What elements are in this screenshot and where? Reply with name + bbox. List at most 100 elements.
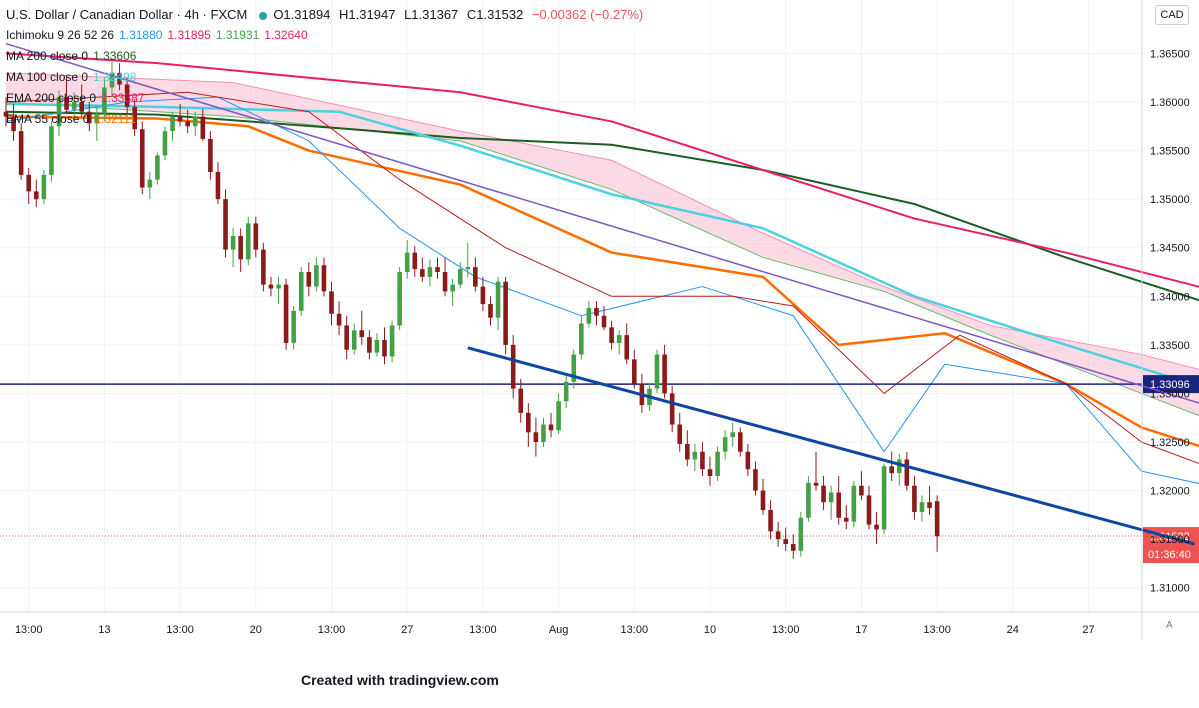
candle-body [495, 281, 501, 318]
candle-body [934, 501, 940, 537]
indicator-row[interactable]: MA 200 close 0 1.33606 [6, 46, 643, 67]
price-tick-label: 1.36500 [1150, 48, 1190, 60]
candle-body [321, 265, 327, 292]
candle-body [26, 174, 32, 192]
candle-body [488, 304, 493, 318]
candle-body [707, 469, 713, 476]
candle-body [435, 267, 440, 272]
indicator-value: 1.31895 [167, 28, 211, 42]
kijun-sen-line [5, 91, 1199, 465]
candle-body [609, 327, 614, 343]
price-tick-label: 1.33000 [1150, 388, 1190, 400]
candle-body [132, 106, 137, 130]
time-tick-label: 13 [98, 624, 110, 636]
candle-body [306, 272, 312, 287]
candle-body [874, 524, 879, 530]
ohlc-high: H1.31947 [339, 7, 396, 22]
price-chart[interactable]: 1.330961.3153201:36:40 1.365001.360001.3… [0, 0, 1199, 640]
candle-body [677, 424, 683, 444]
footer-credit: Created with tradingview.com [301, 672, 499, 688]
time-tick-label: 10 [704, 624, 716, 636]
candle-body [276, 284, 281, 289]
time-tick-label: 13:00 [15, 624, 43, 636]
candle-body [450, 284, 455, 292]
candle-body [185, 121, 190, 127]
candle-body [881, 466, 887, 530]
senkou-span-a [5, 72, 1199, 370]
candle-body [571, 354, 577, 382]
candle-body [473, 267, 478, 287]
candle-body [745, 451, 751, 470]
indicator-label: MA 200 close 0 [6, 49, 89, 63]
candle-body [86, 111, 92, 124]
price-tick-label: 1.34000 [1150, 291, 1190, 303]
candle-body [64, 97, 69, 110]
price-tick-label: 1.32000 [1150, 486, 1190, 498]
candle-body [230, 236, 236, 250]
candle-body [616, 335, 622, 343]
candle-body [760, 490, 766, 510]
price-tick-label: 1.35000 [1150, 194, 1190, 206]
candle-body [669, 393, 675, 425]
cloud-fill [6, 72, 1199, 416]
candle-body [109, 72, 115, 88]
tenkan-sen-line [5, 96, 1199, 484]
candle-body [601, 315, 607, 328]
candle-body [843, 517, 849, 522]
candle-body [215, 171, 221, 200]
candle-body [102, 87, 107, 114]
candle-body [859, 485, 864, 496]
indicator-value: 1.31880 [119, 28, 163, 42]
time-tick-label: 17 [855, 624, 867, 636]
indicator-row[interactable]: EMA 55 close 0 1.32111 [6, 109, 643, 130]
indicator-row[interactable]: EMA 200 close 0 1.33387 [6, 88, 643, 109]
candle-body [927, 502, 932, 509]
candle-body [919, 502, 925, 512]
candle-body [896, 459, 902, 474]
auto-scale-button[interactable]: A [1166, 620, 1173, 631]
candle-body [563, 381, 569, 402]
legend: U.S. Dollar / Canadian Dollar · 4h · FXC… [6, 4, 643, 130]
indicator-value: 1.33606 [93, 49, 137, 63]
indicator-row[interactable]: Ichimoku 9 26 52 26 1.31880 1.31895 1.31931… [6, 25, 643, 46]
candle-body [245, 223, 251, 260]
chart-area[interactable]: 1.330961.3153201:36:40 1.365001.360001.3… [0, 0, 1199, 640]
candle-body [261, 249, 266, 285]
time-tick-label: Aug [549, 624, 569, 636]
trendlines [5, 42, 1199, 546]
indicator-label: EMA 55 close 0 [6, 112, 90, 126]
ema-200-line [5, 52, 1199, 288]
level-price-label: 1.33096 [1150, 379, 1190, 391]
candle-body [790, 544, 796, 551]
candle-body [685, 443, 690, 460]
time-tick-label: 13:00 [469, 624, 497, 636]
indicator-value: 1.32640 [264, 28, 308, 42]
ema-55-line [5, 115, 1199, 448]
candle-body [579, 323, 584, 355]
currency-button[interactable]: CAD [1155, 5, 1189, 25]
price-tick-label: 1.36000 [1150, 97, 1190, 109]
candle-body [344, 325, 349, 350]
ohlc-low: L1.31367 [404, 7, 459, 22]
candle-body [139, 129, 145, 188]
indicator-row[interactable]: MA 100 close 0 1.32498 [6, 67, 643, 88]
price-tick-label: 1.32500 [1150, 437, 1190, 449]
candle-body [715, 451, 720, 476]
candle-body [457, 269, 463, 285]
countdown-label: 01:36:40 [1148, 549, 1191, 561]
indicator-label: EMA 200 close 0 [6, 91, 97, 105]
candle-body [753, 469, 758, 491]
time-tick-label: 13:00 [621, 624, 649, 636]
candle-body [775, 531, 781, 540]
candle-body [223, 199, 228, 250]
market-open-dot-icon [259, 11, 268, 20]
time-tick-label: 20 [250, 624, 262, 636]
time-tick-label: 13:00 [318, 624, 346, 636]
candle-body [359, 330, 365, 338]
candle-body [503, 281, 508, 345]
candle-body [662, 354, 667, 394]
candle-body [170, 116, 175, 132]
ohlc-open: O1.31894 [273, 7, 331, 22]
candle-body [783, 539, 789, 544]
candle-body [397, 272, 402, 326]
